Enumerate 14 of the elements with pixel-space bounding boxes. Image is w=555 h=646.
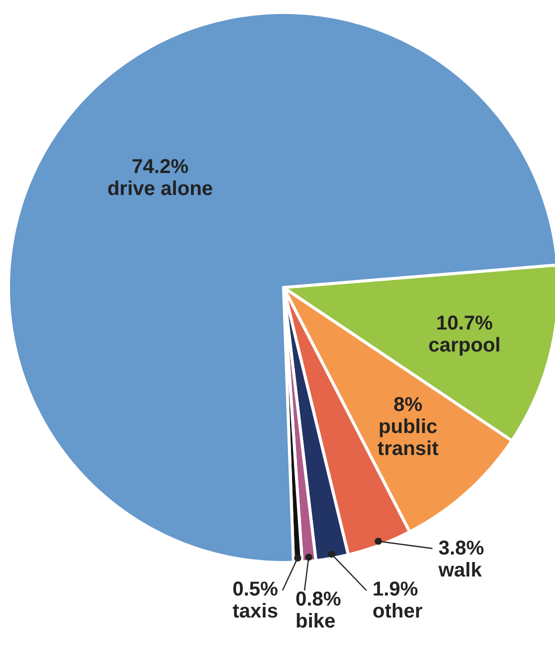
data-label: 1.9% [372, 578, 418, 600]
slice-label: other [372, 600, 423, 622]
slice-label: bike [296, 610, 336, 632]
slice-label: public transit [377, 416, 439, 460]
data-label: 74.2% [132, 156, 189, 178]
data-label: 3.8% [438, 538, 484, 560]
data-label: 10.7% [436, 312, 494, 335]
slice-label: drive alone [107, 178, 213, 200]
data-label: 0.5% [232, 578, 278, 600]
slice-label: taxis [232, 600, 278, 622]
slice-label: carpool [428, 334, 501, 357]
data-label: 0.8% [296, 588, 342, 610]
data-label: 8% [394, 394, 423, 416]
slice-label: walk [438, 560, 483, 582]
